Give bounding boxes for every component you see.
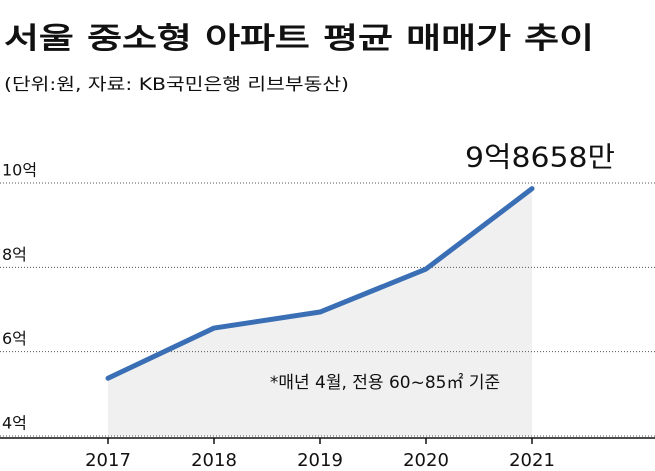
y-tick-label: 10억 xyxy=(2,161,37,180)
x-tick-label: 2017 xyxy=(85,450,131,471)
x-tick-label: 2020 xyxy=(403,450,449,471)
y-tick-label: 4억 xyxy=(2,414,27,433)
chart-subtitle: (단위:원, 자료: KB국민은행 리브부동산) xyxy=(4,75,349,95)
annotation: *매년 4월, 전용 60~85㎡ 기준 xyxy=(270,373,500,393)
x-tick-label: 2021 xyxy=(509,450,555,471)
line xyxy=(105,186,535,381)
x-tick-label: 2019 xyxy=(297,450,343,471)
y-tick-label: 8억 xyxy=(2,245,27,264)
chart-title: 서울 중소형 아파트 평균 매매가 추이 xyxy=(4,21,594,55)
y-tick-label: 6억 xyxy=(2,329,27,348)
value-label: 9억8658만 xyxy=(465,141,615,174)
x-tick-label: 2018 xyxy=(191,450,237,471)
